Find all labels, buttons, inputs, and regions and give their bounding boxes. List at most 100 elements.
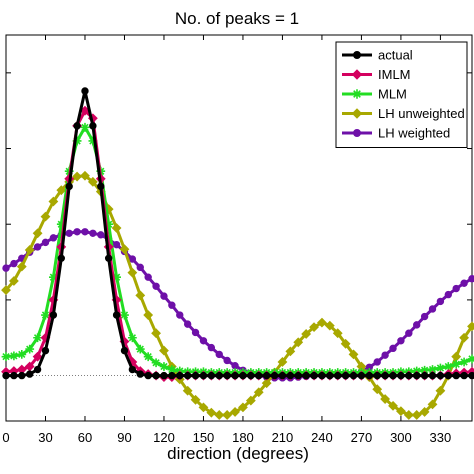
data-point-lh-weighted bbox=[112, 240, 121, 249]
data-point-actual bbox=[112, 311, 121, 319]
data-point-actual bbox=[468, 371, 474, 380]
data-point-actual bbox=[120, 346, 129, 355]
data-point-mlm bbox=[9, 351, 19, 361]
data-point-actual bbox=[389, 371, 397, 380]
data-point-lh-unweighted bbox=[80, 170, 90, 181]
data-point-lh-weighted bbox=[168, 301, 176, 309]
data-point-imlm bbox=[32, 351, 43, 362]
axis-ticks bbox=[5, 35, 472, 421]
data-point-mlm bbox=[436, 363, 445, 373]
data-point-lh-weighted bbox=[413, 321, 421, 329]
data-point-lh-unweighted bbox=[119, 244, 130, 255]
x-tick-label: 30 bbox=[38, 430, 52, 445]
data-point-mlm bbox=[159, 362, 169, 371]
legend-marker-lh-weighted bbox=[353, 129, 361, 137]
data-point-mlm bbox=[443, 362, 453, 371]
data-point-actual bbox=[191, 371, 200, 380]
data-point-lh-unweighted bbox=[388, 400, 398, 411]
data-point-lh-unweighted bbox=[48, 196, 59, 207]
data-point-mlm bbox=[33, 333, 42, 343]
data-point-lh-unweighted bbox=[238, 402, 248, 413]
data-point-actual bbox=[365, 371, 374, 380]
data-point-actual bbox=[81, 87, 89, 95]
data-point-mlm bbox=[17, 349, 27, 359]
data-point-lh-weighted bbox=[144, 273, 152, 281]
data-point-lh-unweighted bbox=[396, 406, 406, 417]
legend-marker-actual bbox=[353, 51, 361, 59]
series-lh-unweighted bbox=[1, 170, 474, 420]
legend-marker-imlm bbox=[351, 69, 363, 80]
data-point-lh-unweighted bbox=[253, 387, 264, 398]
data-point-lh-unweighted bbox=[143, 310, 154, 320]
data-point-mlm bbox=[104, 219, 114, 229]
data-point-actual bbox=[207, 371, 216, 380]
x-tick-label: 60 bbox=[78, 430, 92, 445]
data-point-actual bbox=[262, 371, 271, 380]
data-point-actual bbox=[160, 371, 168, 380]
data-point-lh-unweighted bbox=[419, 407, 430, 417]
data-point-lh-unweighted bbox=[467, 321, 474, 332]
data-point-actual bbox=[381, 371, 389, 380]
data-point-lh-unweighted bbox=[380, 394, 391, 404]
data-point-lh-unweighted bbox=[285, 346, 296, 357]
x-tick-label: 210 bbox=[272, 430, 294, 445]
data-point-actual bbox=[436, 371, 445, 380]
data-point-actual bbox=[294, 371, 302, 380]
data-point-lh-weighted bbox=[381, 351, 389, 359]
data-point-lh-unweighted bbox=[317, 317, 327, 328]
data-point-actual bbox=[176, 371, 184, 380]
data-point-mlm bbox=[151, 358, 161, 368]
data-point-lh-unweighted bbox=[277, 357, 288, 367]
legend: actual IMLM MLM LH unweighted LH weighted bbox=[335, 41, 468, 148]
data-point-lh-unweighted bbox=[214, 410, 225, 420]
data-point-lh-unweighted bbox=[230, 407, 240, 417]
data-point-lh-weighted bbox=[191, 328, 200, 337]
data-point-actual bbox=[41, 346, 50, 355]
x-tick-labels: 0 30 60 90 120 150 180 210 240 270 300 330 bbox=[2, 430, 451, 445]
data-point-lh-unweighted bbox=[24, 245, 35, 255]
x-tick-label: 180 bbox=[232, 430, 254, 445]
data-point-actual bbox=[231, 371, 239, 380]
data-point-mlm bbox=[25, 344, 35, 354]
data-point-actual bbox=[302, 371, 310, 380]
data-point-lh-weighted bbox=[41, 238, 50, 247]
data-point-actual bbox=[215, 371, 223, 380]
data-point-mlm bbox=[467, 354, 474, 364]
data-point-lh-weighted bbox=[199, 337, 208, 345]
data-point-lh-unweighted bbox=[340, 338, 351, 349]
data-point-lh-weighted bbox=[460, 279, 468, 287]
data-point-mlm bbox=[72, 136, 82, 146]
series-actual bbox=[2, 87, 474, 380]
data-point-actual bbox=[168, 371, 176, 380]
data-point-actual bbox=[397, 371, 405, 380]
data-point-lh-unweighted bbox=[159, 345, 169, 356]
data-point-actual bbox=[270, 371, 279, 380]
data-point-actual bbox=[144, 371, 152, 380]
data-point-lh-unweighted bbox=[332, 328, 343, 339]
x-tick-label: 300 bbox=[390, 430, 412, 445]
data-point-actual bbox=[73, 122, 81, 130]
data-point-actual bbox=[349, 371, 358, 380]
data-point-mlm bbox=[48, 272, 58, 282]
data-point-lh-unweighted bbox=[198, 402, 209, 413]
data-point-actual bbox=[420, 371, 429, 380]
data-point-lh-unweighted bbox=[40, 211, 51, 222]
data-point-lh-weighted bbox=[452, 284, 460, 293]
data-point-actual bbox=[452, 371, 460, 380]
data-point-lh-unweighted bbox=[32, 228, 43, 239]
data-point-lh-weighted bbox=[176, 311, 184, 319]
data-point-lh-weighted bbox=[160, 292, 168, 300]
data-point-actual bbox=[357, 371, 366, 380]
data-point-mlm bbox=[1, 352, 11, 362]
data-point-mlm bbox=[135, 344, 145, 354]
data-point-mlm bbox=[56, 219, 66, 229]
data-point-lh-weighted bbox=[215, 350, 223, 359]
data-point-lh-weighted bbox=[152, 282, 160, 290]
data-point-lh-unweighted bbox=[348, 349, 359, 360]
data-point-mlm bbox=[167, 365, 177, 374]
data-point-actual bbox=[223, 371, 231, 380]
data-point-actual bbox=[152, 371, 160, 380]
data-point-mlm bbox=[88, 136, 98, 146]
data-point-lh-weighted bbox=[207, 343, 216, 352]
